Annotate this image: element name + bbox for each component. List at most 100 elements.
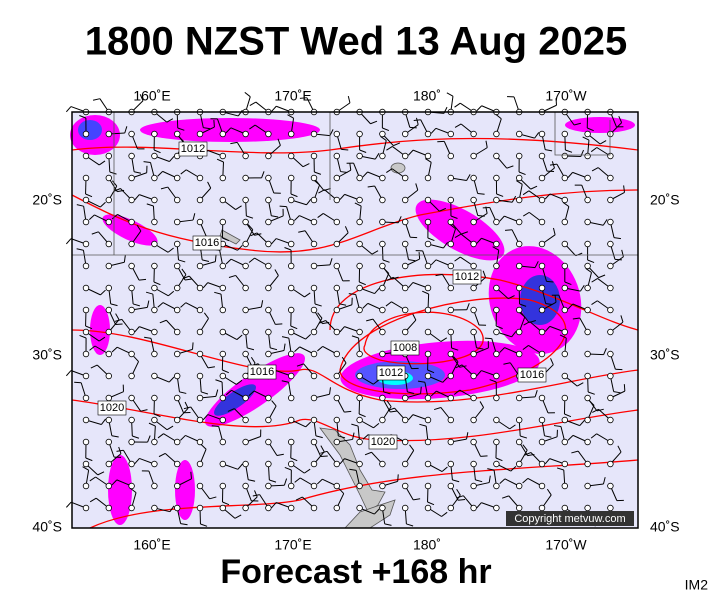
barb-station: [357, 373, 363, 379]
barb-station: [311, 439, 317, 445]
barb-station: [106, 197, 112, 203]
barb-station: [585, 153, 591, 159]
barb-station: [425, 351, 431, 357]
barb-station: [288, 461, 294, 467]
barb-station: [288, 197, 294, 203]
barb-station: [106, 131, 112, 137]
barb-station: [494, 197, 500, 203]
barb-station: [243, 175, 249, 181]
barb-station: [129, 373, 135, 379]
barb-station: [380, 263, 386, 269]
barb-station: [585, 219, 591, 225]
barb-station: [106, 307, 112, 313]
barb-feather: [275, 324, 282, 325]
barb-station: [448, 131, 454, 137]
barb-station: [471, 307, 477, 313]
barb-station: [539, 175, 545, 181]
barb-station: [152, 153, 158, 159]
barb-station: [539, 197, 545, 203]
barb-station: [311, 373, 317, 379]
barb-station: [494, 219, 500, 225]
barb-station: [448, 461, 454, 467]
barb-station: [380, 461, 386, 467]
barb-station: [311, 307, 317, 313]
barb-station: [311, 417, 317, 423]
barb-station: [106, 285, 112, 291]
barb-station: [83, 263, 89, 269]
barb-station: [425, 307, 431, 313]
barb-feather: [624, 384, 625, 391]
barb-station: [243, 395, 249, 401]
barb-station: [562, 417, 568, 423]
barb-station: [608, 197, 614, 203]
barb-station: [380, 219, 386, 225]
barb-feather: [193, 342, 194, 349]
barb-station: [129, 395, 135, 401]
barb-station: [334, 307, 340, 313]
barb-station: [585, 373, 591, 379]
barb-station: [402, 483, 408, 489]
barb-station: [220, 329, 226, 335]
barb-station: [288, 417, 294, 423]
barb-station: [311, 241, 317, 247]
barb-station: [197, 175, 203, 181]
barb-station: [334, 219, 340, 225]
barb-station: [243, 241, 249, 247]
barb-station: [129, 307, 135, 313]
barb-station: [539, 505, 545, 511]
barb-station: [129, 131, 135, 137]
barb-station: [129, 483, 135, 489]
barb-station: [494, 241, 500, 247]
barb-feather: [93, 99, 100, 101]
isobar-label: 1012: [455, 271, 479, 283]
barb-station: [152, 439, 158, 445]
barb-station: [243, 219, 249, 225]
barb-station: [83, 417, 89, 423]
barb-station: [494, 373, 500, 379]
barb-station: [311, 197, 317, 203]
isobar-label: 1020: [371, 436, 395, 448]
barb-feather: [66, 371, 71, 376]
isobar-label: 1016: [520, 369, 544, 381]
barb-station: [266, 197, 272, 203]
barb-station: [585, 505, 591, 511]
barb-station: [448, 175, 454, 181]
barb-station: [516, 329, 522, 335]
barb-station: [174, 373, 180, 379]
barb-station: [334, 153, 340, 159]
barb-station: [448, 351, 454, 357]
barb-station: [402, 197, 408, 203]
barb-station: [585, 197, 591, 203]
barb-station: [152, 263, 158, 269]
barb-station: [243, 461, 249, 467]
barb-station: [425, 373, 431, 379]
barb-station: [334, 131, 340, 137]
barb-station: [608, 417, 614, 423]
barb-feather: [505, 230, 512, 231]
barb-station: [494, 153, 500, 159]
barb-station: [174, 461, 180, 467]
barb-station: [266, 263, 272, 269]
top-lon-label: 170˚E: [274, 88, 311, 104]
barb-station: [608, 175, 614, 181]
barb-station: [516, 175, 522, 181]
barb-station: [243, 329, 249, 335]
barb-station: [585, 175, 591, 181]
barb-station: [402, 263, 408, 269]
barb-station: [174, 131, 180, 137]
barb-station: [83, 505, 89, 511]
barb-feather: [398, 474, 399, 481]
barb-feather: [477, 106, 482, 111]
barb-station: [334, 417, 340, 423]
barb-station: [266, 351, 272, 357]
barb-station: [266, 505, 272, 511]
isobar-label: 1008: [393, 342, 417, 354]
barb-station: [402, 285, 408, 291]
barb-feather: [348, 96, 350, 103]
barb-feather: [214, 120, 215, 127]
barb-station: [83, 131, 89, 137]
barb-station: [129, 417, 135, 423]
isobar-label: 1016: [195, 237, 219, 249]
barb-station: [471, 373, 477, 379]
